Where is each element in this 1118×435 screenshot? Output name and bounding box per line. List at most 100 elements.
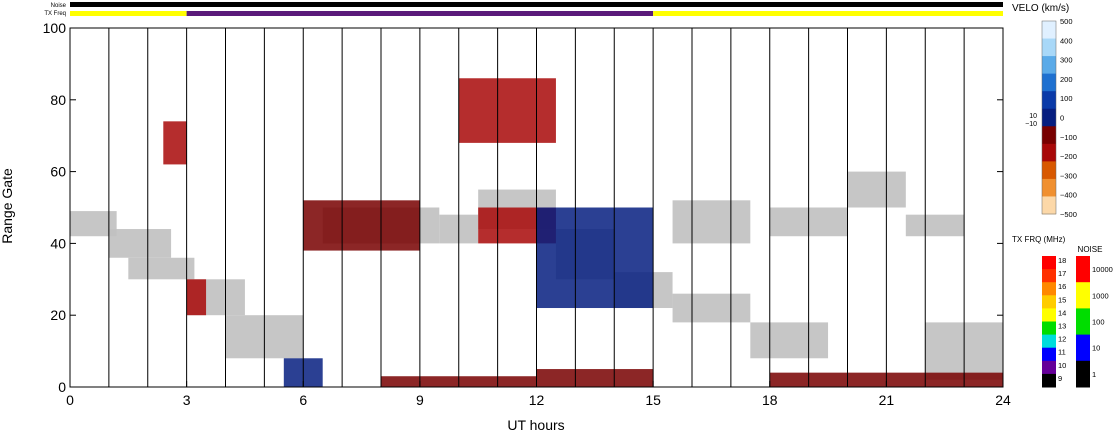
x-tick-label-4: 12	[529, 392, 545, 408]
x-axis-ticks: 0 3 6 9 12 15 18 21 24	[66, 381, 1011, 408]
noise-tick-1: 1000	[1092, 291, 1109, 300]
velocity-band-6	[536, 369, 654, 387]
ground-scatter-band-2	[128, 257, 195, 280]
noise-tick-0: 10000	[1092, 265, 1113, 274]
txfreq-colorbar-ticks: 18 17 16 15 14 13 12 11 10 9	[1058, 256, 1066, 383]
txfreq-tick-9: 9	[1058, 374, 1062, 383]
y-tick-label-1: 20	[50, 307, 66, 323]
velocity-colorbar-title: VELO (km/s)	[1012, 3, 1069, 14]
noise-tick-3: 10	[1092, 344, 1100, 353]
txfreq-swatch-3	[1042, 295, 1056, 309]
txfreq-tick-8: 10	[1058, 361, 1066, 370]
txfreq-tick-5: 13	[1058, 322, 1066, 331]
velocity-tick-4: 100	[1060, 94, 1073, 103]
ground-scatter-mark-0: 10	[1029, 113, 1037, 120]
x-tick-label-8: 24	[995, 392, 1011, 408]
x-tick-label-5: 15	[645, 392, 661, 408]
txfreq-swatch-7	[1042, 347, 1056, 362]
velocity-swatch-5	[1042, 108, 1056, 127]
ground-scatter-band-12	[672, 200, 751, 244]
noise-swatch-0	[1076, 256, 1090, 283]
txfreq-swatch-2	[1042, 282, 1056, 296]
velocity-colorbar-swatches	[1041, 20, 1057, 215]
velocity-band-9	[303, 200, 420, 251]
velocity-tick-8: −300	[1060, 171, 1077, 180]
noise-segment-0	[70, 2, 1003, 7]
velocity-swatch-2	[1042, 56, 1056, 75]
x-axis-label: UT hours	[507, 417, 564, 433]
velocity-tick-0: 500	[1060, 17, 1073, 26]
noise-tick-2: 100	[1092, 318, 1105, 327]
y-tick-label-4: 80	[50, 92, 66, 108]
velocity-tick-5: 0	[1060, 114, 1064, 123]
velocity-tick-9: −400	[1060, 191, 1077, 200]
velocity-tick-6: −100	[1060, 133, 1077, 142]
txfreq-swatch-4	[1042, 308, 1056, 322]
velocity-swatch-3	[1042, 73, 1056, 92]
txfreq-tick-7: 11	[1058, 348, 1066, 357]
ground-scatter-band-10	[672, 293, 751, 323]
txfreq-segment-2	[653, 11, 1003, 16]
y-tick-label-5: 100	[43, 20, 67, 36]
velocity-swatch-0	[1042, 21, 1056, 40]
velocity-swatch-7	[1042, 143, 1056, 162]
velocity-tick-2: 300	[1060, 56, 1073, 65]
scan-boundary-lines	[108, 28, 965, 387]
y-tick-label-2: 40	[50, 235, 66, 251]
txfreq-colorbar-swatches	[1042, 256, 1056, 388]
velocity-swatch-6	[1042, 126, 1056, 145]
noise-colorbar: NOISE 10000 1000 100 10 1	[1076, 245, 1113, 388]
velocity-swatch-4	[1042, 91, 1056, 110]
y-tick-label-3: 60	[50, 164, 66, 180]
txfreq-swatch-6	[1042, 334, 1056, 349]
velocity-swatch-10	[1042, 196, 1056, 215]
x-tick-label-7: 21	[879, 392, 895, 408]
noise-status-bar	[70, 2, 1003, 7]
plot-area: 0 3 6 9 12 15 18 21 24 0 20 40 60 80 100	[43, 20, 1011, 408]
velocity-swatch-8	[1042, 161, 1056, 180]
noise-colorbar-ticks: 10000 1000 100 10 1	[1092, 265, 1113, 379]
txfreq-tick-2: 16	[1058, 282, 1066, 291]
txfreq-colorbar: TX FRQ (MHz) 18 17 16 15 14 13 12 11 10 9	[1012, 235, 1066, 388]
noise-colorbar-title: NOISE	[1078, 245, 1103, 254]
y-axis-label: Range Gate	[0, 168, 15, 244]
status-bars: Noise TX Freq	[44, 2, 1003, 17]
velocity-tick-3: 200	[1060, 75, 1073, 84]
noise-swatch-4	[1076, 360, 1090, 388]
velocity-band-0	[186, 279, 207, 316]
x-tick-label-2: 6	[299, 392, 307, 408]
ground-scatter-mark-1: −10	[1025, 121, 1037, 128]
velocity-colorbar-ticks: 500 400 300 200 100 0 −100 −200 −300 −400 −500 10−1…	[1025, 17, 1077, 219]
noise-colorbar-swatches	[1076, 256, 1090, 388]
txfreq-swatch-9	[1042, 373, 1056, 388]
y-axis-ticks: 0 20 40 60 80 100	[43, 20, 1003, 395]
ground-scatter-band-1	[108, 229, 172, 258]
txfreq-swatch-0	[1042, 256, 1056, 270]
txfreq-swatch-8	[1042, 360, 1056, 375]
x-tick-label-0: 0	[66, 392, 74, 408]
velocity-band-3	[458, 78, 556, 143]
ground-scatter-band-15	[905, 214, 965, 237]
velocity-tick-1: 400	[1060, 36, 1073, 45]
txfreq-tick-0: 18	[1058, 256, 1066, 265]
ground-scatter-band-14	[847, 171, 906, 208]
txfreq-segment-1	[186, 11, 654, 16]
x-tick-label-6: 18	[762, 392, 778, 408]
velocity-band-4	[536, 207, 654, 309]
noise-swatch-2	[1076, 308, 1090, 336]
velocity-band-1	[163, 121, 187, 165]
x-tick-label-1: 3	[183, 392, 191, 408]
txfreq-tick-6: 12	[1058, 335, 1066, 344]
txfreq-swatch-1	[1042, 269, 1056, 283]
txfreq-colorbar-title: TX FRQ (MHz)	[1012, 235, 1066, 244]
txfreq-segment-0	[70, 11, 187, 16]
velocity-tick-7: −200	[1060, 152, 1077, 161]
ground-scatter-band-11	[750, 322, 829, 359]
noise-swatch-3	[1076, 334, 1090, 362]
txfreq-swatch-5	[1042, 321, 1056, 336]
noise-bar-label: Noise	[51, 3, 67, 9]
txfreq-bar-label: TX Freq	[44, 11, 66, 17]
noise-tick-4: 1	[1092, 370, 1096, 379]
velocity-colorbar-frame	[1041, 20, 1057, 215]
txfreq-tick-4: 14	[1058, 308, 1066, 317]
